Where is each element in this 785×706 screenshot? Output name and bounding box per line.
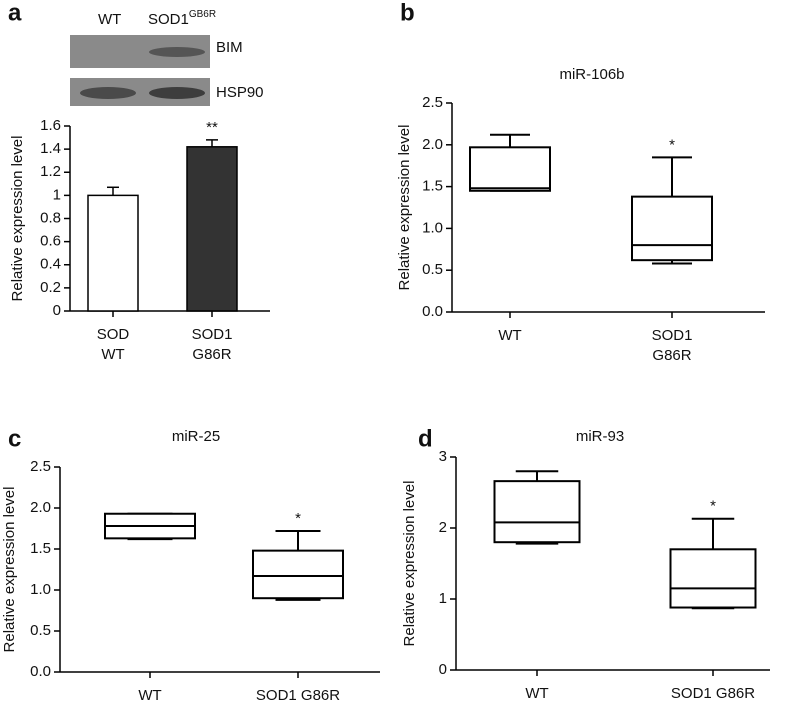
panel-letter: d <box>418 425 433 452</box>
y-tick-label: 0 <box>53 302 61 319</box>
panel-letter: c <box>8 425 21 452</box>
y-axis-label: Relative expression level <box>401 481 418 647</box>
blot-row-label: BIM <box>216 39 243 56</box>
y-tick-label: 2.0 <box>30 499 51 516</box>
chart-title: miR-25 <box>172 428 220 445</box>
y-tick-label: 1 <box>53 186 61 203</box>
x-tick-label: SOD1 <box>192 326 233 343</box>
significance: * <box>295 510 301 527</box>
blot-band <box>149 47 205 57</box>
western-blot: WT SOD1GB6R BIM HSP90 <box>70 9 264 106</box>
box <box>252 549 344 600</box>
x-tick-label: WT <box>138 687 161 704</box>
x-tick-label: SOD1 G86R <box>256 687 340 704</box>
blot-row-label: HSP90 <box>216 84 264 101</box>
x-tick-label: SOD1 <box>652 327 693 344</box>
box <box>469 146 551 192</box>
y-tick-label: 2.0 <box>422 136 443 153</box>
y-tick-label: 1.4 <box>40 140 61 157</box>
y-tick-label: 0.2 <box>40 279 61 296</box>
x-tick-label: WT <box>498 327 521 344</box>
y-tick-label: 1.5 <box>30 540 51 557</box>
bar <box>87 194 139 312</box>
box <box>493 480 581 544</box>
x-tick-label: SOD1 G86R <box>671 685 755 702</box>
y-tick-label: 2.5 <box>422 94 443 111</box>
y-tick-label: 0.8 <box>40 209 61 226</box>
y-tick-label: 3 <box>439 448 447 465</box>
y-tick-label: 0.6 <box>40 233 61 250</box>
blot-lane-label: WT <box>98 11 121 28</box>
x-tick-label: WT <box>525 685 548 702</box>
significance: * <box>710 498 716 515</box>
y-tick-label: 0 <box>439 661 447 678</box>
box <box>631 195 713 262</box>
significance: ** <box>206 119 218 136</box>
y-tick-label: 1.0 <box>422 219 443 236</box>
y-tick-label: 0.0 <box>422 303 443 320</box>
x-tick-label: G86R <box>652 347 691 364</box>
y-tick-label: 0.5 <box>422 261 443 278</box>
y-tick-label: 1 <box>439 590 447 607</box>
y-tick-label: 1.5 <box>422 178 443 195</box>
blot-band <box>80 87 136 99</box>
lane-name: SOD1 <box>148 11 189 28</box>
blot-lane-label: SOD1GB6R <box>148 9 216 28</box>
panel-letter: a <box>8 0 22 26</box>
y-axis-label: Relative expression level <box>9 136 26 302</box>
y-axis-label: Relative expression level <box>1 487 18 653</box>
significance: * <box>669 136 675 153</box>
y-axis-label: Relative expression level <box>396 125 413 291</box>
y-tick-label: 1.6 <box>40 117 61 134</box>
x-tick-label: SOD <box>97 326 130 343</box>
y-tick-label: 1.2 <box>40 163 61 180</box>
y-tick-label: 0.0 <box>30 663 51 680</box>
y-tick-label: 0.4 <box>40 256 61 273</box>
y-tick-label: 1.0 <box>30 581 51 598</box>
y-tick-label: 2.5 <box>30 458 51 475</box>
box <box>669 548 757 609</box>
chart-title: miR-93 <box>576 428 624 445</box>
x-tick-label: WT <box>101 346 124 363</box>
y-tick-label: 0.5 <box>30 622 51 639</box>
lane-superscript: GB6R <box>189 9 216 20</box>
chart-title: miR-106b <box>559 66 624 83</box>
panel-letter: b <box>400 0 415 26</box>
bar <box>186 146 238 312</box>
x-tick-label: G86R <box>192 346 231 363</box>
blot-band <box>149 87 205 99</box>
y-tick-label: 2 <box>439 519 447 536</box>
